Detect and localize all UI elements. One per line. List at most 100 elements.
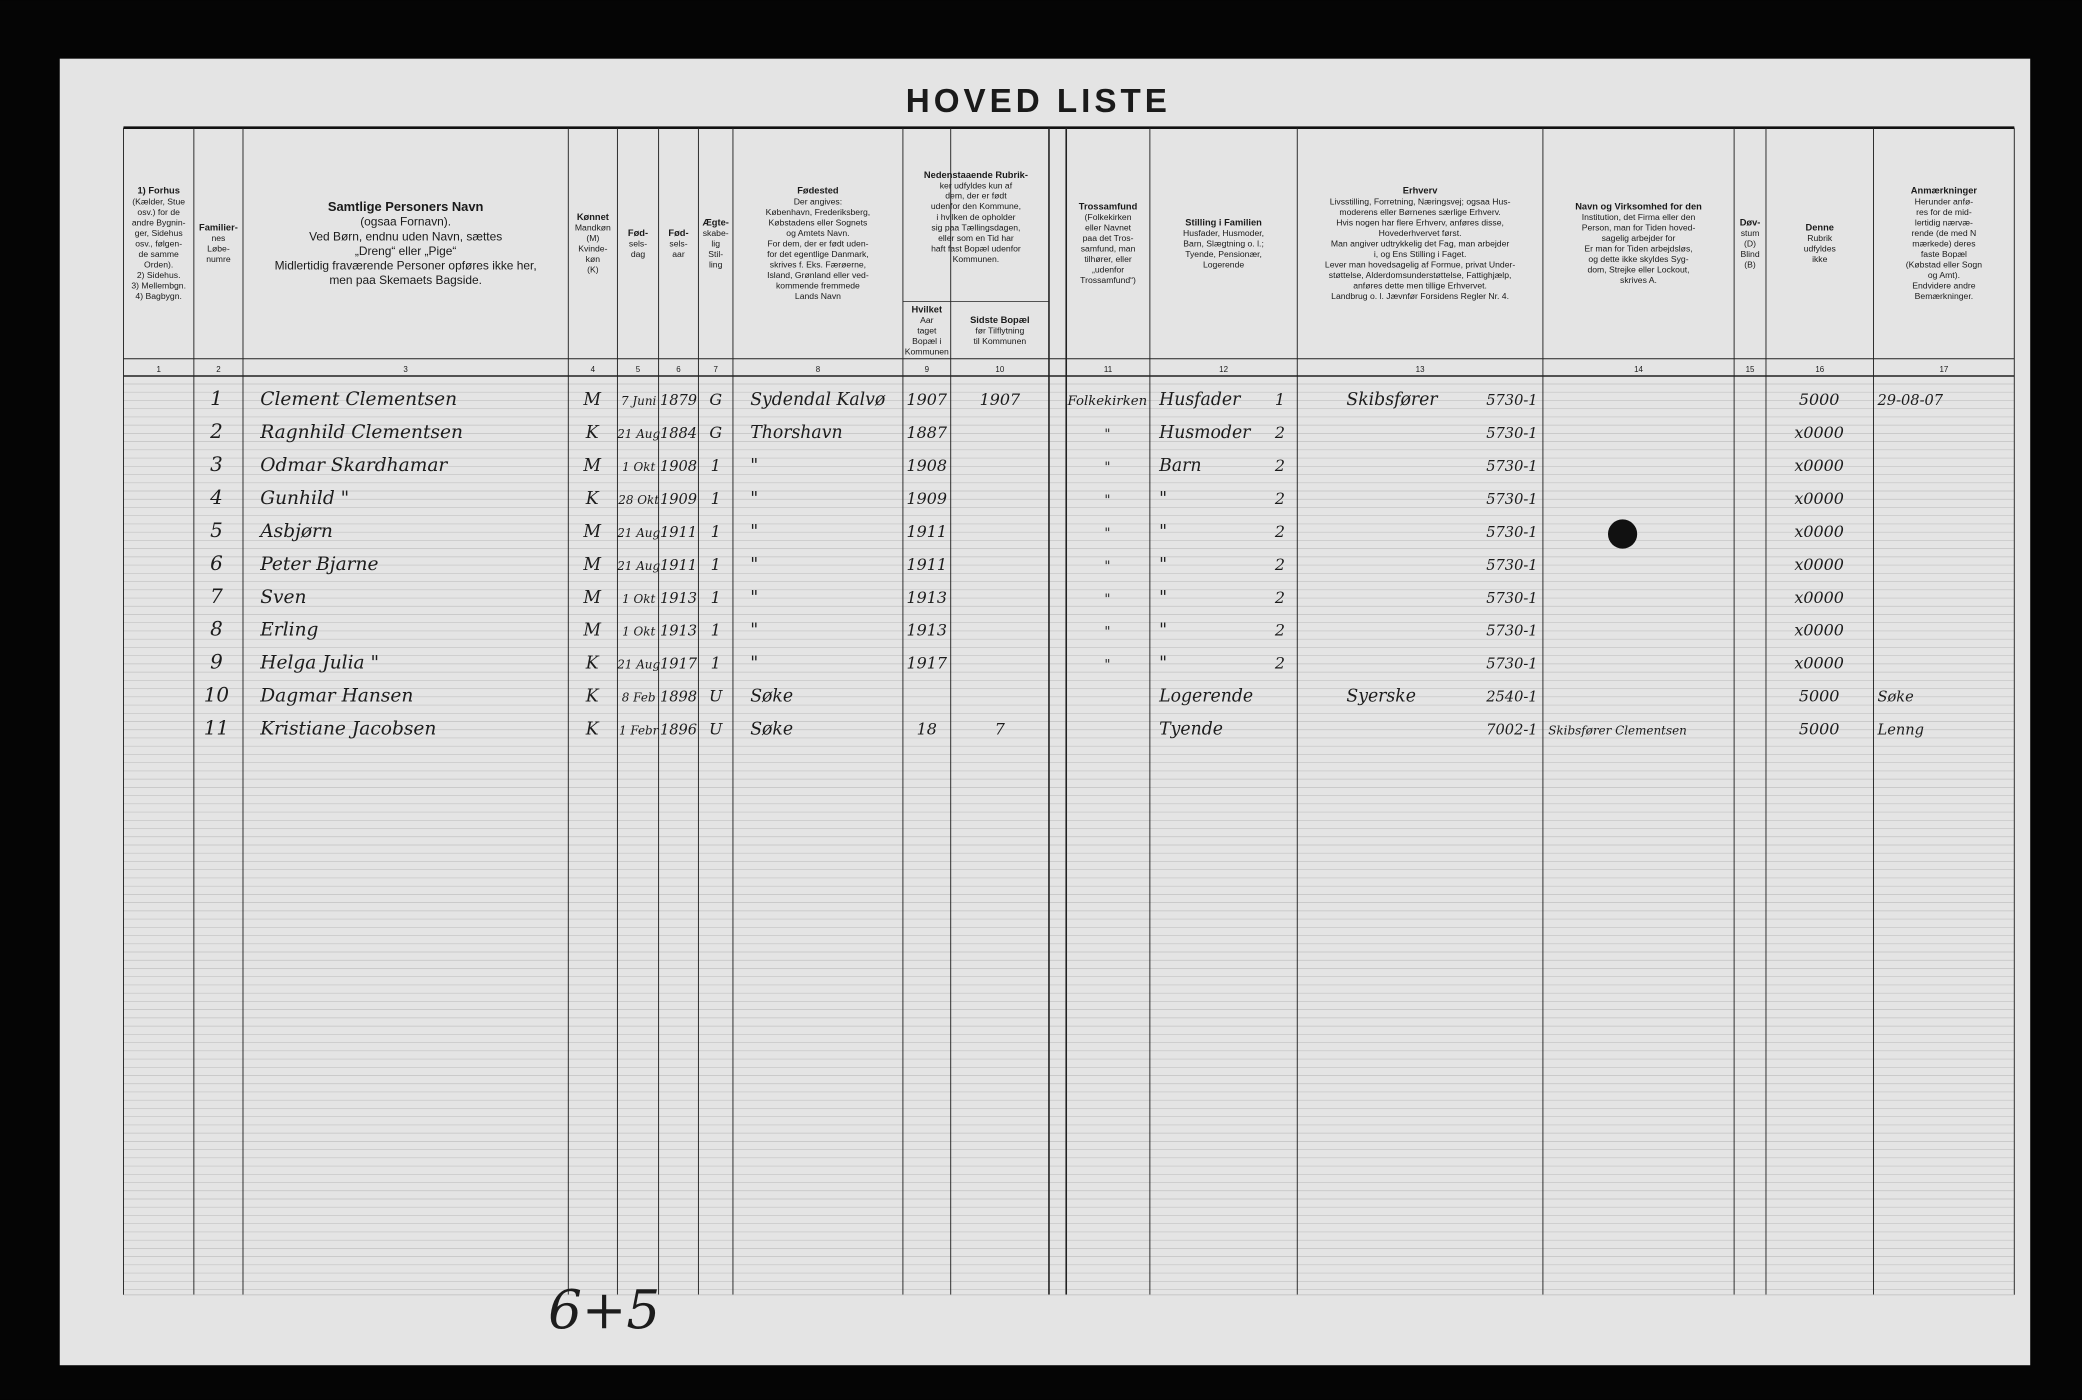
header-text: Kvinde- xyxy=(578,244,607,254)
entry-sex: K xyxy=(585,654,600,674)
header-text: 4) Bagbygn. xyxy=(135,291,182,301)
header-heading: Stilling i Familien xyxy=(1185,217,1262,227)
entry-family-position: Tyende xyxy=(1159,720,1223,740)
header-text: taget xyxy=(917,325,937,335)
entry-marital: U xyxy=(709,720,723,739)
entry-birthplace: " xyxy=(750,654,758,674)
entry-birthday: 21 Aug xyxy=(616,526,660,540)
entry-birthplace: " xyxy=(750,522,758,542)
header-heading: Navn og Virksomhed for den xyxy=(1575,202,1702,212)
header-text: stum xyxy=(1741,228,1760,238)
entry-position-code: 2 xyxy=(1274,456,1285,475)
header-text: i, og Ens Stilling i Faget. xyxy=(1374,249,1467,259)
header-text: ker udfyldes kun af xyxy=(940,180,1013,190)
entry-sex: K xyxy=(585,720,600,740)
column-number: 17 xyxy=(1939,365,1948,374)
header-text: Kommunen xyxy=(905,346,949,356)
header-text: men paa Skemaets Bagside. xyxy=(329,273,482,287)
entry-occupation-code: 5730-1 xyxy=(1486,458,1537,475)
header-text: (B) xyxy=(1744,259,1756,269)
entry-position-code: 2 xyxy=(1274,621,1285,640)
header-text: Hvis nogen har flere Erhverv, anføres di… xyxy=(1336,217,1504,227)
entry-no: 3 xyxy=(210,453,223,476)
header-text: udfyldes xyxy=(1804,244,1836,254)
header-text: sels- xyxy=(629,238,647,248)
header-text: For dem, der er født uden- xyxy=(767,238,868,248)
entry-marital: 1 xyxy=(711,654,721,673)
header-heading: Kønnet xyxy=(577,212,609,222)
header-text: „Dreng“ eller „Pige“ xyxy=(355,244,457,258)
header-text: og Amtets Navn. xyxy=(786,228,849,238)
entry-occupation-code: 5730-1 xyxy=(1486,623,1537,640)
column-number: 6 xyxy=(676,365,681,374)
header-text: Orden). xyxy=(144,259,173,269)
entry-birthday: 8 Feb xyxy=(622,691,656,705)
entry-no: 2 xyxy=(209,420,223,443)
entry-no: 4 xyxy=(209,486,223,509)
entry-year-moved: 1909 xyxy=(907,489,948,508)
entry-name: Erling xyxy=(259,620,318,641)
entry-name: Helga Julia " xyxy=(259,653,379,674)
column-number: 14 xyxy=(1634,365,1643,374)
header-text: Man angiver udtrykkelig det Fag, man arb… xyxy=(1331,238,1509,248)
entry-religion: " xyxy=(1104,658,1110,673)
entry-position-code: 2 xyxy=(1274,555,1285,574)
entry-marital: 1 xyxy=(711,489,721,508)
entry-sex: M xyxy=(582,456,602,476)
entry-col16: x0000 xyxy=(1794,654,1844,673)
entry-family-position: " xyxy=(1159,555,1167,575)
entry-sex: M xyxy=(582,390,602,410)
column-number: 13 xyxy=(1416,365,1425,374)
entry-birthplace: " xyxy=(750,555,758,575)
entry-religion: " xyxy=(1104,427,1110,442)
column-number: 10 xyxy=(995,365,1004,374)
header-text: (K) xyxy=(587,265,599,275)
header-text: Endvidere andre xyxy=(1912,281,1975,291)
entry-family-position: " xyxy=(1159,654,1167,674)
header-text: skrives f. Eks. Færøerne, xyxy=(770,259,866,269)
header-heading: Denne xyxy=(1806,223,1834,233)
header-text: numre xyxy=(206,254,231,264)
header-text: og Amt). xyxy=(1928,270,1960,280)
header-text: osv., følgen- xyxy=(135,238,182,248)
entry-year-moved: 1887 xyxy=(907,423,948,442)
entry-religion: " xyxy=(1104,625,1110,640)
entry-year-moved: 1911 xyxy=(907,522,948,541)
entry-col16: x0000 xyxy=(1794,456,1844,475)
entry-col16: x0000 xyxy=(1794,621,1844,640)
entry-birthplace: " xyxy=(750,621,758,641)
entry-sex: M xyxy=(582,522,602,542)
entry-col16: x0000 xyxy=(1794,588,1844,607)
entry-sex: M xyxy=(582,588,602,608)
header-text: „udenfor xyxy=(1092,265,1124,275)
header-text: Rubrik xyxy=(1807,233,1833,243)
entry-name: Kristiane Jacobsen xyxy=(259,719,436,740)
ruling xyxy=(123,126,2015,1296)
entry-religion: " xyxy=(1104,460,1110,475)
entry-family-position: " xyxy=(1159,588,1167,608)
entry-birthyear: 1898 xyxy=(660,689,697,706)
header-text: støttelse, Alderdomsunderstøttelse, Fatt… xyxy=(1329,270,1512,280)
header-text: res for de mid- xyxy=(1916,207,1972,217)
entry-col16: 5000 xyxy=(1799,687,1840,706)
header-text: lig xyxy=(711,238,720,248)
header-text: samfund, man xyxy=(1081,244,1136,254)
header-text: Landbrug o. l. Jævnfør Forsidens Regler … xyxy=(1331,291,1509,301)
entry-name: Dagmar Hansen xyxy=(259,686,413,707)
entry-position-code: 2 xyxy=(1274,522,1285,541)
entry-birthplace: " xyxy=(750,588,758,608)
entry-birthday: 7 Juni xyxy=(621,394,657,408)
header-text: dag xyxy=(631,249,646,259)
entry-year-moved: 1913 xyxy=(907,588,948,607)
entry-family-position: " xyxy=(1159,489,1167,509)
header-text: eller som en Tid har xyxy=(938,233,1014,243)
column-number: 1 xyxy=(156,365,161,374)
entry-col16: x0000 xyxy=(1794,423,1844,442)
entry-position-code: 2 xyxy=(1274,654,1285,673)
header-heading: Nedenstaaende Rubrik- xyxy=(924,170,1028,180)
entry-last-residence: 7 xyxy=(995,720,1006,739)
header-text: Trossamfund“) xyxy=(1080,275,1136,285)
entry-year-moved: 1907 xyxy=(907,390,948,409)
entry-occupation-code: 5730-1 xyxy=(1486,392,1537,409)
